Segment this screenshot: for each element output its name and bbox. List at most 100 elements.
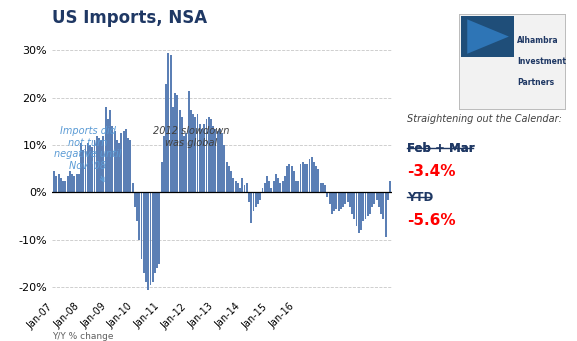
Bar bbox=[76, 174, 77, 192]
Bar bbox=[89, 145, 91, 192]
Bar bbox=[376, 192, 377, 199]
Text: -3.4%: -3.4% bbox=[407, 164, 455, 179]
Bar bbox=[149, 192, 151, 285]
Bar bbox=[159, 192, 160, 264]
Bar bbox=[134, 192, 136, 207]
Bar bbox=[127, 138, 129, 192]
Polygon shape bbox=[467, 19, 509, 54]
Bar bbox=[53, 171, 55, 192]
Bar bbox=[333, 192, 335, 211]
Bar bbox=[219, 129, 221, 192]
Bar bbox=[378, 192, 380, 207]
Bar bbox=[329, 192, 331, 204]
Bar bbox=[347, 192, 349, 202]
Bar bbox=[197, 114, 198, 192]
Text: Imports did
not turn
negative until
Nov '08: Imports did not turn negative until Nov … bbox=[54, 126, 122, 182]
Bar bbox=[228, 166, 230, 192]
Bar bbox=[383, 192, 384, 219]
Bar bbox=[299, 164, 302, 192]
Bar bbox=[291, 166, 293, 192]
Text: US Imports, NSA: US Imports, NSA bbox=[52, 9, 207, 27]
Bar bbox=[257, 192, 259, 204]
Bar bbox=[284, 176, 286, 192]
Bar bbox=[136, 192, 138, 221]
Bar bbox=[261, 188, 264, 192]
Bar bbox=[237, 183, 239, 192]
Bar bbox=[246, 183, 248, 192]
Bar bbox=[358, 192, 359, 233]
Bar bbox=[73, 176, 75, 192]
Bar bbox=[264, 183, 265, 192]
Bar bbox=[170, 55, 171, 192]
Bar bbox=[203, 124, 205, 192]
Bar bbox=[342, 192, 344, 207]
Bar bbox=[351, 192, 353, 214]
Bar bbox=[96, 136, 98, 192]
Bar bbox=[208, 117, 209, 192]
Bar bbox=[217, 131, 219, 192]
Bar bbox=[297, 181, 299, 192]
Bar bbox=[223, 145, 226, 192]
Bar bbox=[161, 162, 163, 192]
Bar bbox=[306, 164, 308, 192]
Bar bbox=[340, 192, 342, 209]
Bar bbox=[387, 192, 389, 199]
Bar bbox=[183, 136, 185, 192]
Bar bbox=[205, 119, 207, 192]
Bar bbox=[331, 192, 333, 214]
Bar bbox=[277, 178, 279, 192]
Bar bbox=[380, 192, 382, 214]
Bar bbox=[100, 140, 102, 192]
Bar bbox=[349, 192, 351, 207]
Bar bbox=[111, 126, 113, 192]
Bar bbox=[248, 192, 250, 202]
Bar bbox=[190, 109, 192, 192]
Bar bbox=[132, 183, 133, 192]
Bar bbox=[226, 162, 227, 192]
Text: Feb + Mar: Feb + Mar bbox=[407, 142, 474, 154]
Polygon shape bbox=[461, 16, 514, 57]
Bar bbox=[210, 119, 212, 192]
Bar bbox=[215, 129, 216, 192]
Text: -5.6%: -5.6% bbox=[407, 213, 455, 228]
Bar bbox=[315, 166, 317, 192]
Bar bbox=[304, 164, 306, 192]
Bar bbox=[179, 109, 181, 192]
Bar bbox=[78, 174, 80, 192]
Bar bbox=[58, 174, 59, 192]
Bar bbox=[266, 176, 268, 192]
Text: YTD: YTD bbox=[407, 191, 433, 204]
Bar bbox=[369, 192, 371, 214]
Bar bbox=[241, 178, 243, 192]
Bar bbox=[194, 117, 196, 192]
Bar bbox=[123, 131, 125, 192]
Bar bbox=[389, 181, 391, 192]
Bar bbox=[371, 192, 373, 207]
Bar bbox=[192, 114, 194, 192]
Bar bbox=[221, 133, 223, 192]
Bar bbox=[177, 95, 178, 192]
Bar bbox=[313, 162, 315, 192]
Bar bbox=[279, 183, 282, 192]
Bar bbox=[243, 186, 245, 192]
Bar bbox=[145, 192, 147, 282]
Bar bbox=[355, 192, 358, 226]
Bar bbox=[154, 192, 156, 273]
Bar bbox=[373, 192, 376, 204]
Bar bbox=[114, 131, 115, 192]
Bar bbox=[268, 181, 270, 192]
Bar bbox=[69, 171, 71, 192]
Bar bbox=[163, 136, 165, 192]
Bar bbox=[55, 176, 57, 192]
Bar bbox=[255, 192, 257, 207]
Bar bbox=[188, 91, 189, 192]
Bar bbox=[311, 157, 313, 192]
Bar bbox=[302, 162, 304, 192]
Bar bbox=[324, 186, 326, 192]
Bar bbox=[327, 192, 328, 197]
Bar bbox=[271, 188, 272, 192]
Bar bbox=[143, 192, 145, 273]
Bar bbox=[273, 181, 275, 192]
Bar bbox=[87, 143, 89, 192]
Bar bbox=[367, 192, 369, 216]
